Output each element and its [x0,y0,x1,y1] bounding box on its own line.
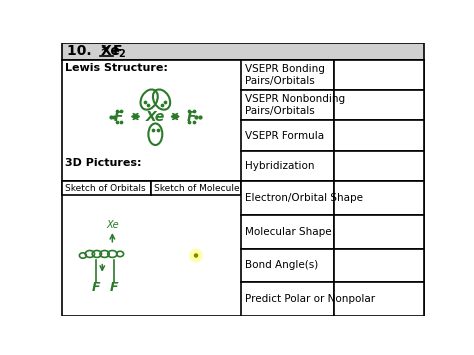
Text: VSEPR Nonbonding
Pairs/Orbitals: VSEPR Nonbonding Pairs/Orbitals [245,94,346,116]
Text: VSEPR Bonding
Pairs/Orbitals: VSEPR Bonding Pairs/Orbitals [245,64,325,86]
Text: Lewis Structure:: Lewis Structure: [65,64,168,73]
Text: 2: 2 [118,49,125,59]
Bar [334,60,424,90]
Text: F: F [109,282,118,294]
Bar [241,248,334,282]
Text: F: F [114,110,124,124]
Text: Sketch of Orbitals: Sketch of Orbitals [64,184,146,193]
Text: VSEPR Formula: VSEPR Formula [245,131,324,141]
Bar [62,43,424,60]
Text: F: F [113,44,122,58]
Bar [62,181,424,316]
Bar [151,181,241,195]
Text: Bond Angle(s): Bond Angle(s) [245,261,319,271]
Text: Xe: Xe [146,110,165,124]
Bar [241,120,334,151]
Bar [62,60,424,181]
Bar [62,181,151,195]
Text: 10.  *: 10. * [67,44,109,58]
Text: 3D Pictures:: 3D Pictures: [65,158,142,168]
Text: Sketch of Molecule: Sketch of Molecule [154,184,239,193]
Circle shape [194,254,198,257]
Text: F: F [92,282,100,294]
Circle shape [190,249,202,262]
Bar [241,60,334,90]
Text: Electron/Orbital Shape: Electron/Orbital Shape [245,193,363,203]
Bar [241,215,334,248]
Bar [334,282,424,316]
Text: Predict Polar or Nonpolar: Predict Polar or Nonpolar [245,294,375,304]
Bar [241,181,334,215]
Bar [241,282,334,316]
Text: Hybridization: Hybridization [245,161,315,171]
Bar [334,215,424,248]
Bar [334,181,424,215]
Bar [334,151,424,181]
Text: F: F [187,110,197,124]
Text: Xe: Xe [100,44,120,58]
Bar [241,90,334,120]
Text: Molecular Shape: Molecular Shape [245,227,332,237]
Bar [334,248,424,282]
Bar [241,151,334,181]
Text: Xe: Xe [106,220,118,230]
Bar [334,120,424,151]
Bar [334,90,424,120]
